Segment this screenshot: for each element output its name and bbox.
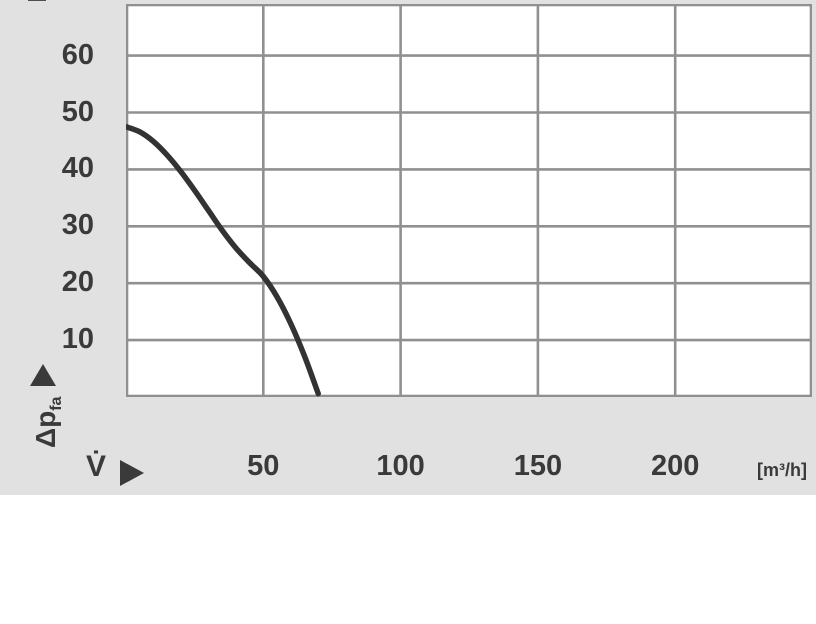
x-axis-unit-label: [m³/h]: [757, 460, 807, 480]
y-tick-label-30: 30: [61, 209, 94, 242]
x-tick-label-100: 100: [376, 450, 425, 482]
x-axis-arrow-icon: [120, 460, 144, 486]
plot-area: [126, 4, 812, 397]
y-axis-title: Δpfa: [30, 396, 65, 448]
y-tick-label-50: 50: [61, 95, 94, 128]
series-curve-fan: [126, 123, 321, 397]
y-axis-arrow-icon: [30, 364, 56, 386]
x-axis-title: V̇: [86, 450, 107, 483]
plot-background: [126, 4, 812, 397]
y-axis: [Pa] 10 20 30 40 50 60: [0, 0, 110, 400]
y-tick-label-40: 40: [61, 152, 94, 185]
x-axis: V̇ [m³/h] 50 100 150 200: [0, 450, 816, 496]
x-tick-label-200: 200: [650, 450, 700, 482]
y-axis-unit-label: [Pa]: [26, 0, 48, 2]
plot-svg: [126, 4, 812, 397]
plot-border: [126, 4, 812, 397]
y-axis-title-subscript: fa: [48, 396, 65, 411]
y-axis-title-text: Δp: [30, 410, 61, 448]
x-tick-label-150: 150: [513, 450, 563, 482]
y-tick-label-10: 10: [61, 323, 94, 356]
y-tick-label-60: 60: [61, 38, 94, 71]
y-tick-label-20: 20: [61, 266, 94, 299]
grid-lines: [126, 4, 812, 397]
x-tick-label-50: 50: [247, 450, 280, 482]
